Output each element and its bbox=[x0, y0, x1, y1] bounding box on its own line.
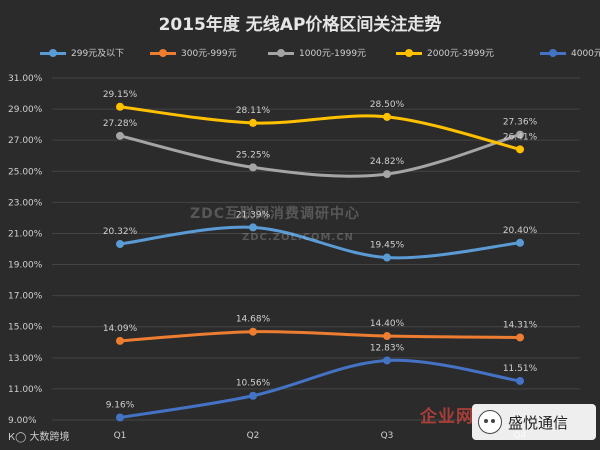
data-label: 25.25% bbox=[236, 150, 271, 160]
y-tick-label: 13.00% bbox=[8, 354, 43, 364]
axis-layer: 9.00% 11.00% 13.00% 15.00% 17.00% 19.00% 21.00… bbox=[8, 74, 527, 441]
chart-legend: 299元及以下 300元-999元 1000元-1999元 2000元-3999元 40… bbox=[40, 46, 600, 66]
data-point bbox=[116, 413, 124, 422]
data-label: 27.36% bbox=[503, 118, 538, 128]
data-label: 14.68% bbox=[236, 315, 271, 325]
series-line bbox=[119, 330, 521, 343]
series-line bbox=[119, 105, 521, 151]
data-label: 28.11% bbox=[236, 106, 271, 116]
legend-label: 2000元-3999元 bbox=[427, 49, 495, 59]
data-label: 14.31% bbox=[503, 320, 538, 330]
legend-swatch bbox=[396, 49, 422, 57]
legend-item: 1000元-1999元 bbox=[268, 46, 366, 60]
data-point bbox=[516, 376, 524, 385]
data-label: 14.40% bbox=[370, 319, 405, 329]
source-credit: К◯ 大数跨境 bbox=[8, 428, 69, 443]
y-tick-label: 23.00% bbox=[8, 198, 43, 208]
data-point bbox=[383, 112, 391, 121]
series-line bbox=[119, 225, 521, 260]
wechat-account-name: 盛悦通信 bbox=[508, 413, 569, 432]
data-label: 20.40% bbox=[503, 226, 538, 236]
red-logo: 企业网 bbox=[420, 407, 474, 427]
x-tick-label: Q1 bbox=[114, 431, 127, 441]
data-label: 10.56% bbox=[236, 379, 271, 389]
data-point bbox=[383, 170, 391, 179]
legend-swatch bbox=[40, 49, 66, 57]
y-tick-label: 27.00% bbox=[8, 136, 43, 146]
y-tick-label: 29.00% bbox=[8, 105, 43, 115]
legend-label: 4000元及以上 bbox=[571, 49, 600, 59]
data-point bbox=[383, 356, 391, 365]
chart-title: 2015年度 无线AP价格区间关注走势 bbox=[158, 15, 442, 35]
y-tick-label: 19.00% bbox=[8, 261, 43, 271]
legend-item: 299元及以下 bbox=[40, 46, 124, 60]
y-tick-label: 31.00% bbox=[8, 74, 43, 84]
wechat-badge: 盛悦通信 bbox=[472, 404, 596, 440]
legend-label: 1000元-1999元 bbox=[299, 49, 367, 59]
legend-swatch bbox=[268, 49, 294, 57]
legend-item: 2000元-3999元 bbox=[396, 46, 494, 60]
watermark-url: ZDC.ZOL.COM.CN bbox=[242, 232, 354, 243]
data-point bbox=[383, 332, 391, 341]
y-tick-label: 17.00% bbox=[8, 292, 43, 302]
data-point bbox=[516, 333, 524, 342]
data-label: 14.09% bbox=[103, 324, 138, 334]
data-label: 21.39% bbox=[236, 210, 271, 220]
watermark: ZDC互联网消费调研中心 bbox=[190, 206, 361, 222]
y-tick-label: 25.00% bbox=[8, 167, 43, 177]
data-point bbox=[516, 130, 524, 139]
data-point bbox=[516, 145, 524, 154]
data-label: 29.15% bbox=[103, 90, 138, 100]
data-point bbox=[516, 238, 524, 247]
series-line bbox=[119, 358, 521, 419]
data-point bbox=[249, 118, 257, 127]
wechat-icon bbox=[478, 410, 502, 434]
data-label: 12.83% bbox=[370, 343, 405, 353]
legend-swatch bbox=[150, 49, 176, 57]
data-point bbox=[116, 240, 124, 249]
data-label: 19.45% bbox=[370, 241, 405, 251]
x-tick-label: Q2 bbox=[247, 431, 260, 441]
label-layer: 20.32% 21.39% 19.45% 20.40% 14.09% 14.68% 14.4… bbox=[103, 90, 538, 411]
data-point bbox=[116, 102, 124, 111]
y-tick-label: 11.00% bbox=[8, 385, 43, 395]
legend-item: 4000元及以上 bbox=[540, 46, 600, 60]
data-label: 28.50% bbox=[370, 100, 405, 110]
legend-swatch bbox=[540, 49, 566, 57]
legend-label: 300元-999元 bbox=[181, 49, 237, 59]
y-tick-label: 21.00% bbox=[8, 229, 43, 239]
data-point bbox=[116, 336, 124, 345]
data-point bbox=[249, 327, 257, 336]
legend-item: 300元-999元 bbox=[150, 46, 237, 60]
data-point bbox=[249, 391, 257, 400]
data-point bbox=[116, 131, 124, 140]
series-line bbox=[119, 133, 521, 178]
brand-mark-icon: К◯ bbox=[8, 432, 30, 443]
data-point bbox=[383, 253, 391, 262]
legend-label: 299元及以下 bbox=[71, 49, 125, 59]
y-tick-label: 15.00% bbox=[8, 323, 43, 333]
y-tick-label: 9.00% bbox=[8, 416, 37, 426]
data-point bbox=[249, 223, 257, 232]
series-layer bbox=[116, 102, 524, 422]
source-credit-label: 大数跨境 bbox=[29, 432, 70, 443]
data-label: 20.32% bbox=[103, 227, 138, 237]
grid-layer bbox=[52, 77, 580, 421]
x-tick-label: Q3 bbox=[381, 431, 394, 441]
data-label: 11.51% bbox=[503, 364, 538, 374]
data-label: 27.28% bbox=[103, 119, 138, 129]
data-label: 9.16% bbox=[106, 401, 135, 411]
data-label: 26.41% bbox=[503, 132, 538, 142]
data-label: 24.82% bbox=[370, 157, 405, 167]
data-point bbox=[249, 163, 257, 172]
